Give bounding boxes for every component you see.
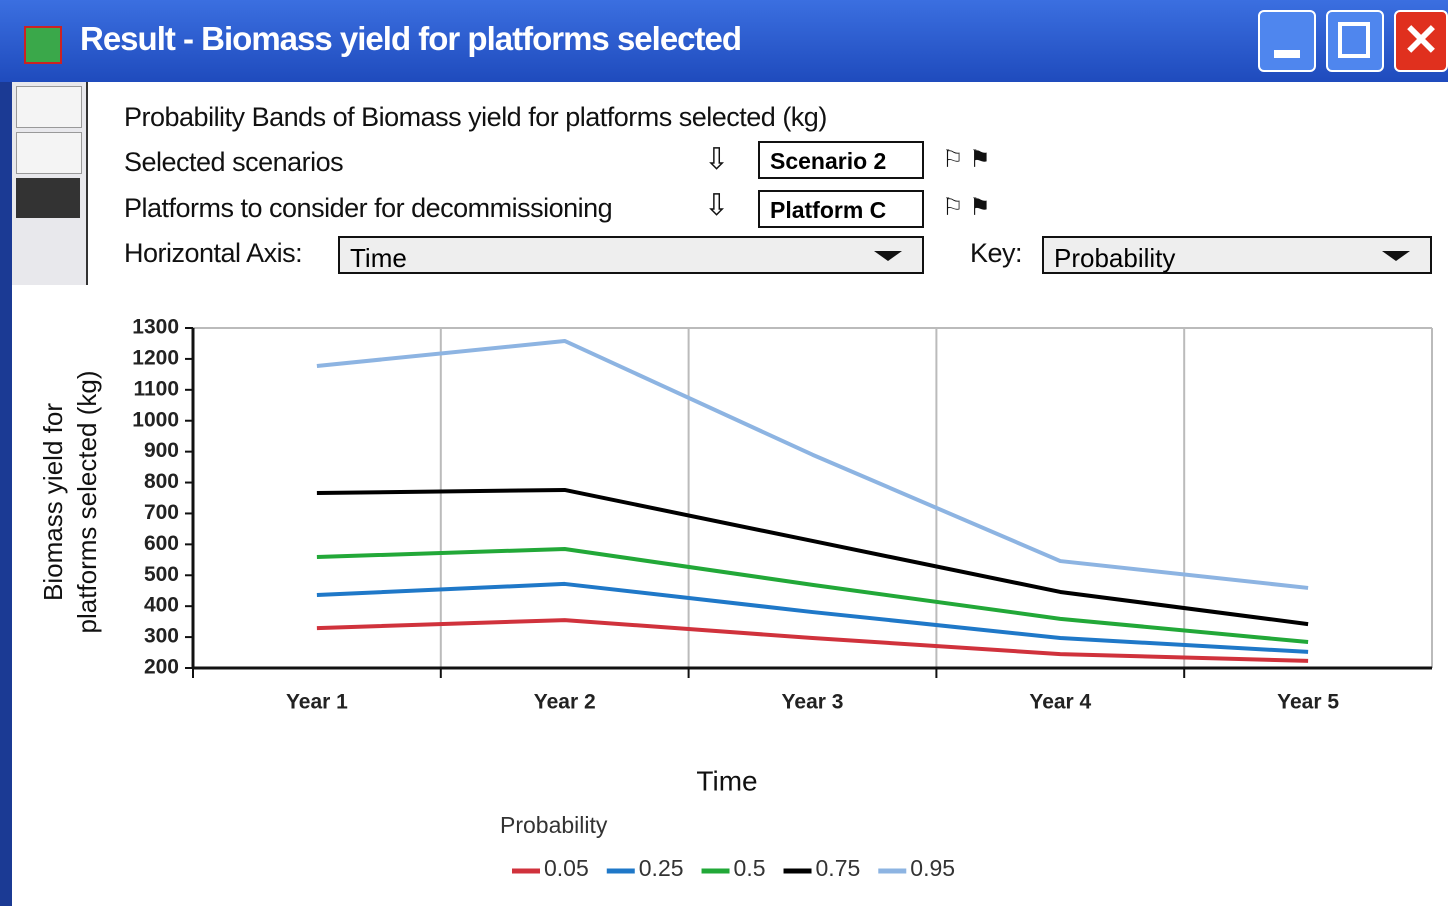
legend-label: 0.05 (544, 855, 589, 881)
maximize-button[interactable] (1326, 10, 1384, 72)
view-toolbar (12, 82, 88, 285)
key-label: Key: (970, 238, 1023, 268)
x-tick-label: Year 2 (534, 691, 596, 714)
index-selector[interactable]: Scenario 2 (758, 141, 924, 179)
legend-label: 0.95 (910, 855, 955, 881)
x-tick-label: Year 1 (286, 691, 348, 714)
series-line (316, 618, 1309, 663)
y-tick-label: 1200 (132, 346, 179, 369)
graph-view-button[interactable] (16, 86, 82, 128)
legend-label: 0.25 (639, 855, 684, 881)
result-heading: Probability Bands of Biomass yield for p… (124, 102, 827, 132)
app-icon (24, 26, 62, 64)
series-line (316, 547, 1309, 645)
index-label: Platforms to consider for decommissionin… (124, 193, 613, 223)
y-tick-label: 1000 (132, 408, 179, 431)
close-button[interactable]: ✕ (1394, 10, 1448, 72)
x-axis-title: Time (696, 765, 757, 796)
y-axis-title: Biomass yield for (38, 403, 68, 601)
legend-label: 0.5 (734, 855, 766, 881)
y-tick-label: 500 (144, 563, 179, 586)
key-dropdown[interactable]: Probability (1042, 236, 1432, 274)
series-line (316, 581, 1309, 654)
y-tick-label: 1100 (133, 377, 179, 400)
series-line (316, 338, 1309, 590)
chart-view-button[interactable] (16, 178, 80, 218)
minimize-button[interactable] (1258, 10, 1316, 72)
y-tick-label: 300 (144, 625, 179, 648)
pivot-arrow[interactable]: ⇩ (704, 189, 729, 222)
series-line (316, 487, 1309, 627)
y-tick-label: 800 (144, 470, 179, 493)
y-axis-title: platforms selected (kg) (72, 371, 102, 634)
y-tick-label: 1300 (132, 316, 179, 339)
y-tick-label: 200 (144, 656, 179, 679)
slicer-icons[interactable]: ⚐ ⚑ (942, 194, 991, 221)
axis-label: Horizontal Axis: (124, 238, 303, 268)
window-title: Result - Biomass yield for platforms sel… (80, 20, 742, 57)
index-label: Selected scenarios (124, 147, 344, 177)
title-bar: Result - Biomass yield for platforms sel… (0, 0, 1448, 82)
y-tick-label: 400 (144, 594, 179, 617)
table-view-button[interactable] (16, 132, 82, 174)
index-selector[interactable]: Platform C (758, 190, 924, 228)
axis-dropdown[interactable]: Time (338, 236, 924, 274)
x-tick-label: Year 5 (1277, 691, 1339, 714)
slicer-icons[interactable]: ⚐ ⚑ (942, 146, 991, 173)
x-tick-label: Year 4 (1029, 691, 1091, 714)
y-tick-label: 600 (144, 532, 179, 555)
window-content (12, 82, 1448, 906)
x-tick-label: Year 3 (782, 691, 844, 714)
legend-label: 0.75 (816, 855, 861, 881)
pivot-arrow[interactable]: ⇩ (704, 143, 729, 176)
legend-title: Probability (500, 812, 608, 838)
y-tick-label: 700 (144, 501, 179, 524)
y-tick-label: 900 (144, 439, 179, 462)
